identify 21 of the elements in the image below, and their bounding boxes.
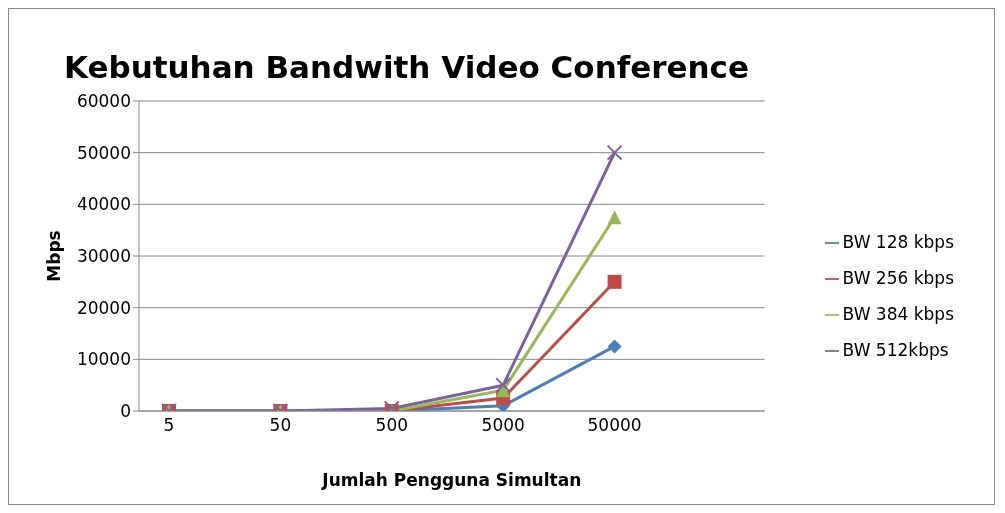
- x-tick-label: 50000: [587, 415, 642, 436]
- legend-label: BW 384 kbps: [842, 304, 954, 324]
- y-axis-title: Mbps: [44, 230, 65, 282]
- legend-label: BW 128 kbps: [842, 232, 954, 252]
- y-tick-label: 40000: [76, 194, 131, 215]
- point: [606, 144, 623, 161]
- y-tick-label: 0: [120, 401, 131, 422]
- x-tick-label: 50: [269, 415, 292, 436]
- chart-title: Kebutuhan Bandwith Video Conference: [62, 49, 750, 87]
- y-tick-label: 50000: [76, 142, 131, 163]
- point: [607, 274, 622, 289]
- legend-label: BW 256 kbps: [842, 268, 954, 288]
- x-tick-label: 500: [375, 415, 409, 436]
- x-tick-label: 5: [163, 415, 175, 436]
- legend-label: BW 512kbps: [842, 340, 949, 360]
- x-axis-title: Jumlah Pengguna Simultan: [321, 470, 582, 490]
- y-tick-label: 20000: [76, 297, 131, 318]
- y-tick-label: 60000: [76, 91, 131, 112]
- y-tick-label: 10000: [76, 349, 131, 370]
- x-tick-label: 5000: [481, 415, 525, 436]
- y-tick-label: 30000: [76, 246, 131, 267]
